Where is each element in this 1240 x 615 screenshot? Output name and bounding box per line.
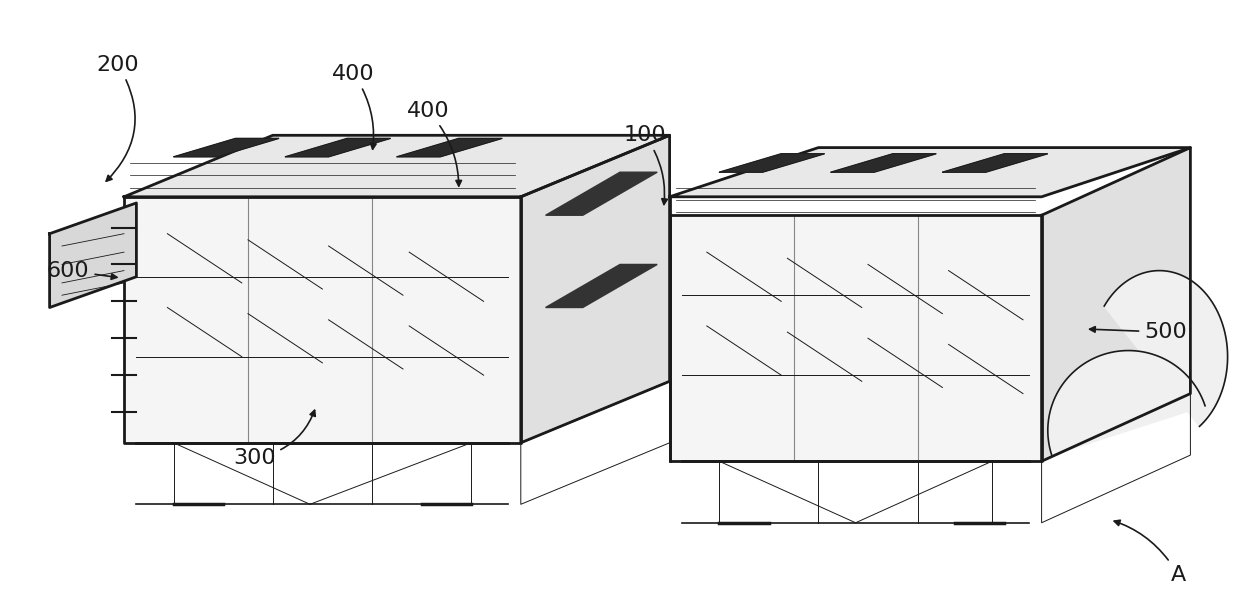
Polygon shape <box>285 138 391 157</box>
Polygon shape <box>546 264 657 308</box>
Polygon shape <box>670 148 1190 197</box>
Text: 100: 100 <box>624 125 667 205</box>
Polygon shape <box>942 154 1048 172</box>
Text: 200: 200 <box>97 55 139 181</box>
Polygon shape <box>174 138 279 157</box>
Text: 300: 300 <box>233 410 315 468</box>
Text: 400: 400 <box>407 101 461 186</box>
Polygon shape <box>50 203 136 308</box>
Polygon shape <box>397 138 502 157</box>
Polygon shape <box>546 172 657 215</box>
Text: A: A <box>1115 520 1185 585</box>
Polygon shape <box>124 197 521 443</box>
Polygon shape <box>670 215 1042 461</box>
Text: 500: 500 <box>1090 322 1187 342</box>
Polygon shape <box>124 135 670 197</box>
Polygon shape <box>1048 351 1205 455</box>
Polygon shape <box>521 135 670 443</box>
Polygon shape <box>1042 148 1190 461</box>
Polygon shape <box>719 154 825 172</box>
Text: 400: 400 <box>332 64 376 149</box>
Polygon shape <box>831 154 936 172</box>
Polygon shape <box>1105 271 1228 426</box>
Text: 600: 600 <box>47 261 117 280</box>
